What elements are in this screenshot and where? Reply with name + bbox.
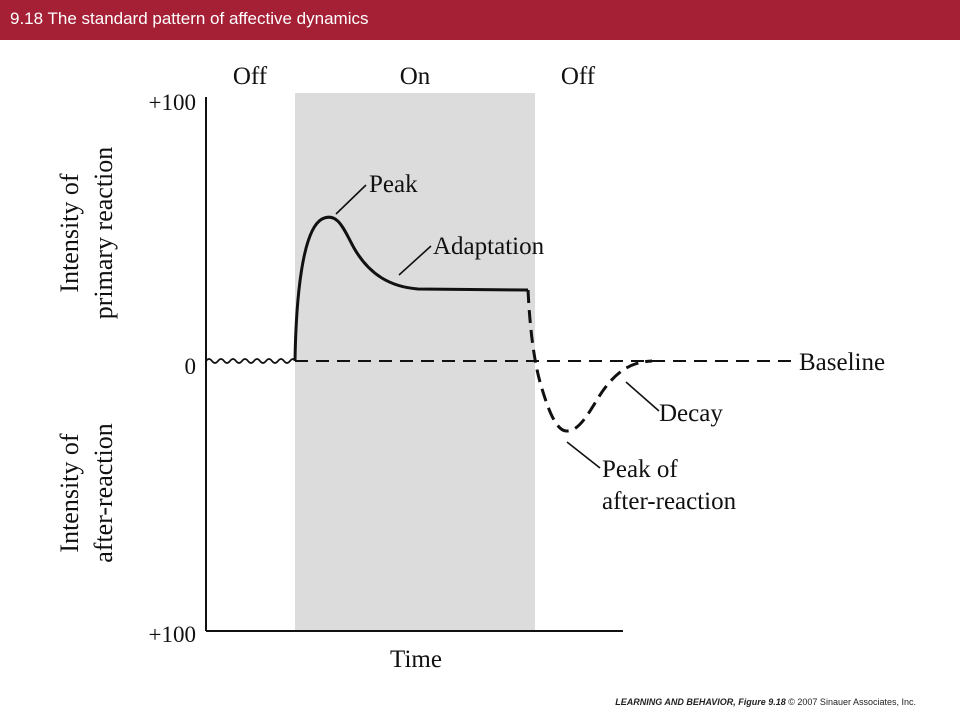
peak-label: Peak bbox=[369, 171, 418, 198]
after-peak-label-line2: after-reaction bbox=[602, 488, 737, 515]
copyright-text: © 2007 Sinauer Associates, Inc. bbox=[788, 697, 916, 707]
slide-title: 9.18 The standard pattern of affective d… bbox=[10, 9, 369, 28]
y-label-primary-line1: Intensity of bbox=[55, 173, 84, 292]
y-label-after: Intensity of after-reaction bbox=[55, 423, 118, 562]
phase-label-off-2: Off bbox=[561, 63, 596, 90]
book-title: LEARNING AND BEHAVIOR, Figure 9.18 bbox=[615, 697, 786, 707]
adaptation-label: Adaptation bbox=[433, 233, 545, 260]
after-peak-label-line1: Peak of bbox=[602, 456, 678, 483]
after-peak-leader-line bbox=[566, 441, 601, 469]
y-label-primary-line2: primary reaction bbox=[89, 147, 118, 320]
figure-credit: LEARNING AND BEHAVIOR, Figure 9.18 © 200… bbox=[615, 697, 916, 707]
y-tick-bottom: +100 bbox=[149, 622, 196, 647]
primary-reaction-curve bbox=[293, 215, 529, 362]
peak-leader-line bbox=[335, 184, 367, 215]
decay-label: Decay bbox=[659, 400, 723, 427]
baseline-wave bbox=[205, 358, 297, 364]
y-label-after-line1: Intensity of bbox=[55, 433, 84, 552]
y-label-after-line2: after-reaction bbox=[89, 423, 118, 562]
decay-leader-line bbox=[625, 381, 660, 412]
phase-label-on: On bbox=[400, 63, 431, 90]
adaptation-leader-line bbox=[398, 245, 432, 276]
y-tick-zero: 0 bbox=[185, 354, 197, 379]
y-tick-top: +100 bbox=[149, 90, 196, 115]
title-bar: 9.18 The standard pattern of affective d… bbox=[0, 0, 960, 40]
x-axis-label: Time bbox=[390, 646, 442, 673]
after-reaction-curve bbox=[526, 289, 653, 433]
baseline-label: Baseline bbox=[799, 349, 885, 376]
y-label-primary: Intensity of primary reaction bbox=[55, 147, 118, 320]
phase-label-off-1: Off bbox=[233, 63, 268, 90]
